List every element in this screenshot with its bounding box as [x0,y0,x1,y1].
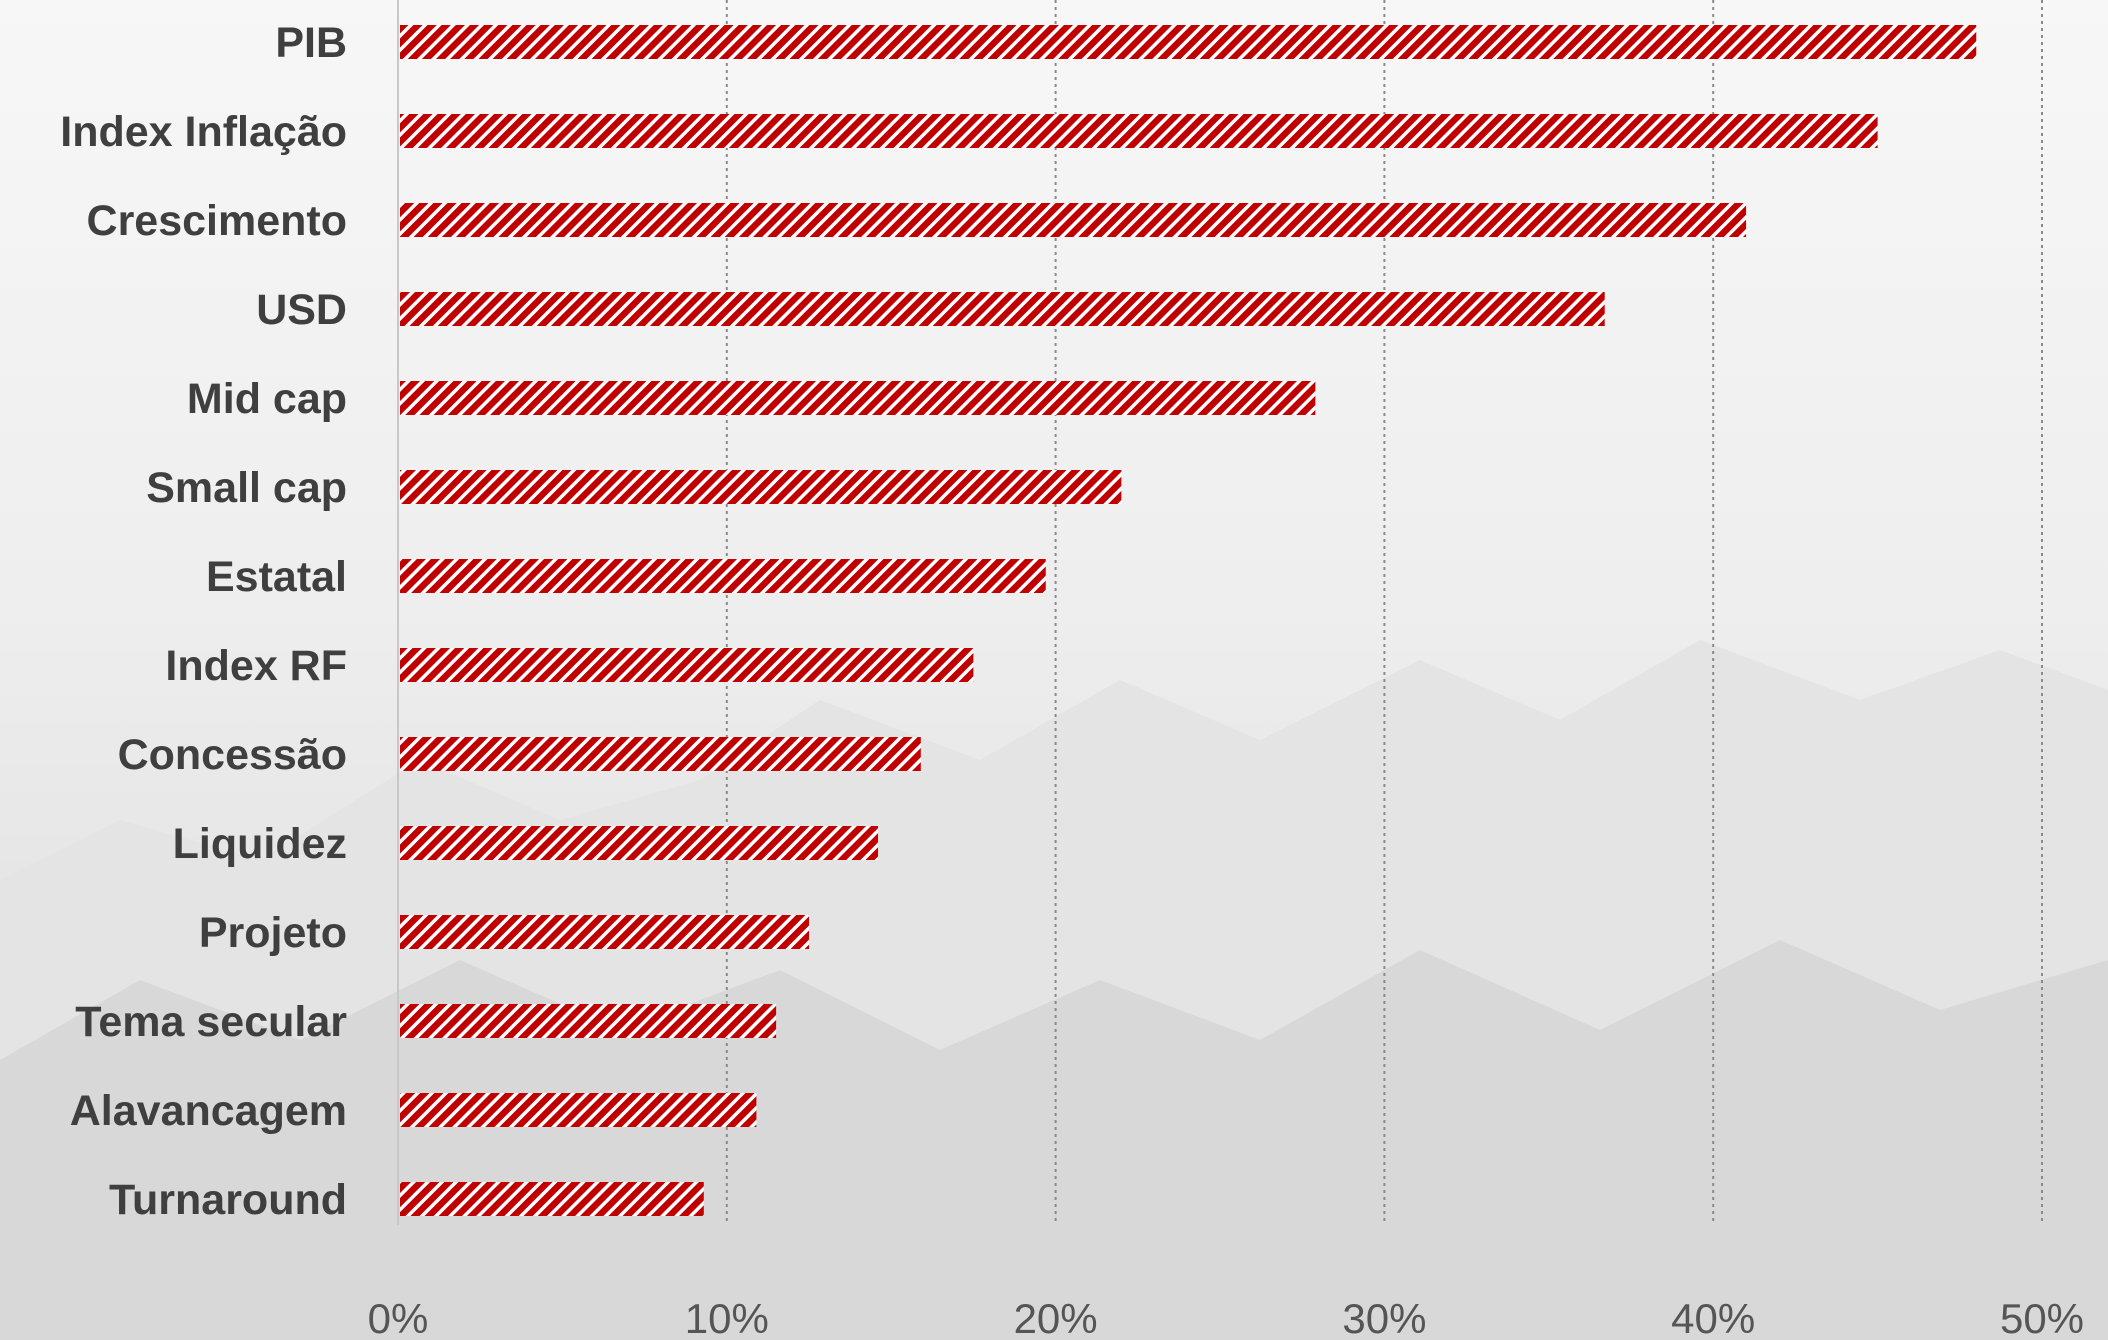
category-label: Projeto [199,909,347,957]
bar [400,25,1977,59]
bar [400,1093,757,1127]
category-label: USD [256,286,347,334]
x-axis-tick-labels: 0% 10% 20% 30% 40% 50% [368,1295,2084,1340]
category-label: Concessão [118,731,347,779]
x-tick-label: 30% [1342,1295,1426,1340]
category-label: Crescimento [87,197,347,245]
bar [400,114,1878,148]
mountain-silhouette-front [0,940,2108,1340]
x-tick-label: 10% [685,1295,769,1340]
x-tick-label: 40% [1671,1295,1755,1340]
category-label: Small cap [146,464,347,512]
bar [400,915,809,949]
bar [400,648,974,682]
category-label: PIB [275,19,347,67]
bar [400,737,921,771]
x-tick-label: 50% [2000,1295,2084,1340]
category-label: Turnaround [109,1176,347,1224]
bar [400,559,1046,593]
bar [400,470,1122,504]
bar [400,1182,704,1216]
x-tick-label: 0% [368,1295,429,1340]
category-label: Liquidez [173,820,347,868]
bar [400,1004,777,1038]
category-label: Index RF [165,642,347,690]
category-label: Index Inflação [60,108,347,156]
bar [400,826,879,860]
x-tick-label: 20% [1014,1295,1098,1340]
category-label: Estatal [206,553,347,601]
category-label: Alavancagem [70,1087,347,1135]
category-label: Mid cap [187,375,347,423]
category-label: Tema secular [75,998,347,1046]
bar [400,292,1605,326]
bar [400,381,1316,415]
bar [400,203,1747,237]
bars [400,25,1977,1216]
category-labels: PIB Index Inflação Crescimento USD Mid cap Sm… [60,19,347,1224]
